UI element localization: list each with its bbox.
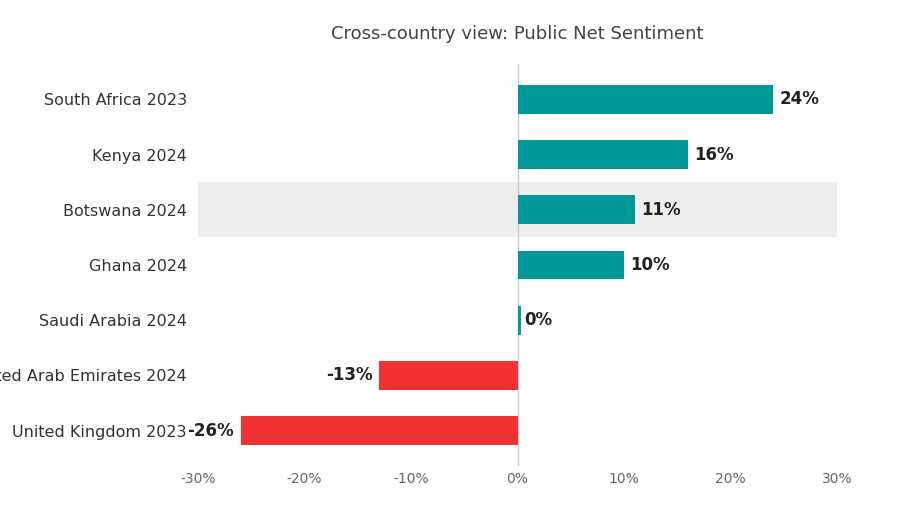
Text: 24%: 24%	[779, 91, 819, 109]
Text: 16%: 16%	[694, 146, 733, 164]
Bar	[198, 182, 837, 237]
Text: 10%: 10%	[630, 256, 670, 274]
Text: -26%: -26%	[187, 421, 234, 439]
Bar	[518, 306, 521, 334]
Bar	[518, 251, 624, 279]
Title: Cross-country view: Public Net Sentiment: Cross-country view: Public Net Sentiment	[331, 24, 704, 42]
Text: -13%: -13%	[326, 366, 373, 384]
Bar	[518, 140, 688, 169]
Text: 11%: 11%	[641, 201, 680, 219]
Bar	[518, 85, 773, 114]
Bar	[379, 361, 518, 390]
Text: 0%: 0%	[524, 311, 552, 329]
Bar	[518, 196, 634, 224]
Bar	[240, 416, 518, 445]
